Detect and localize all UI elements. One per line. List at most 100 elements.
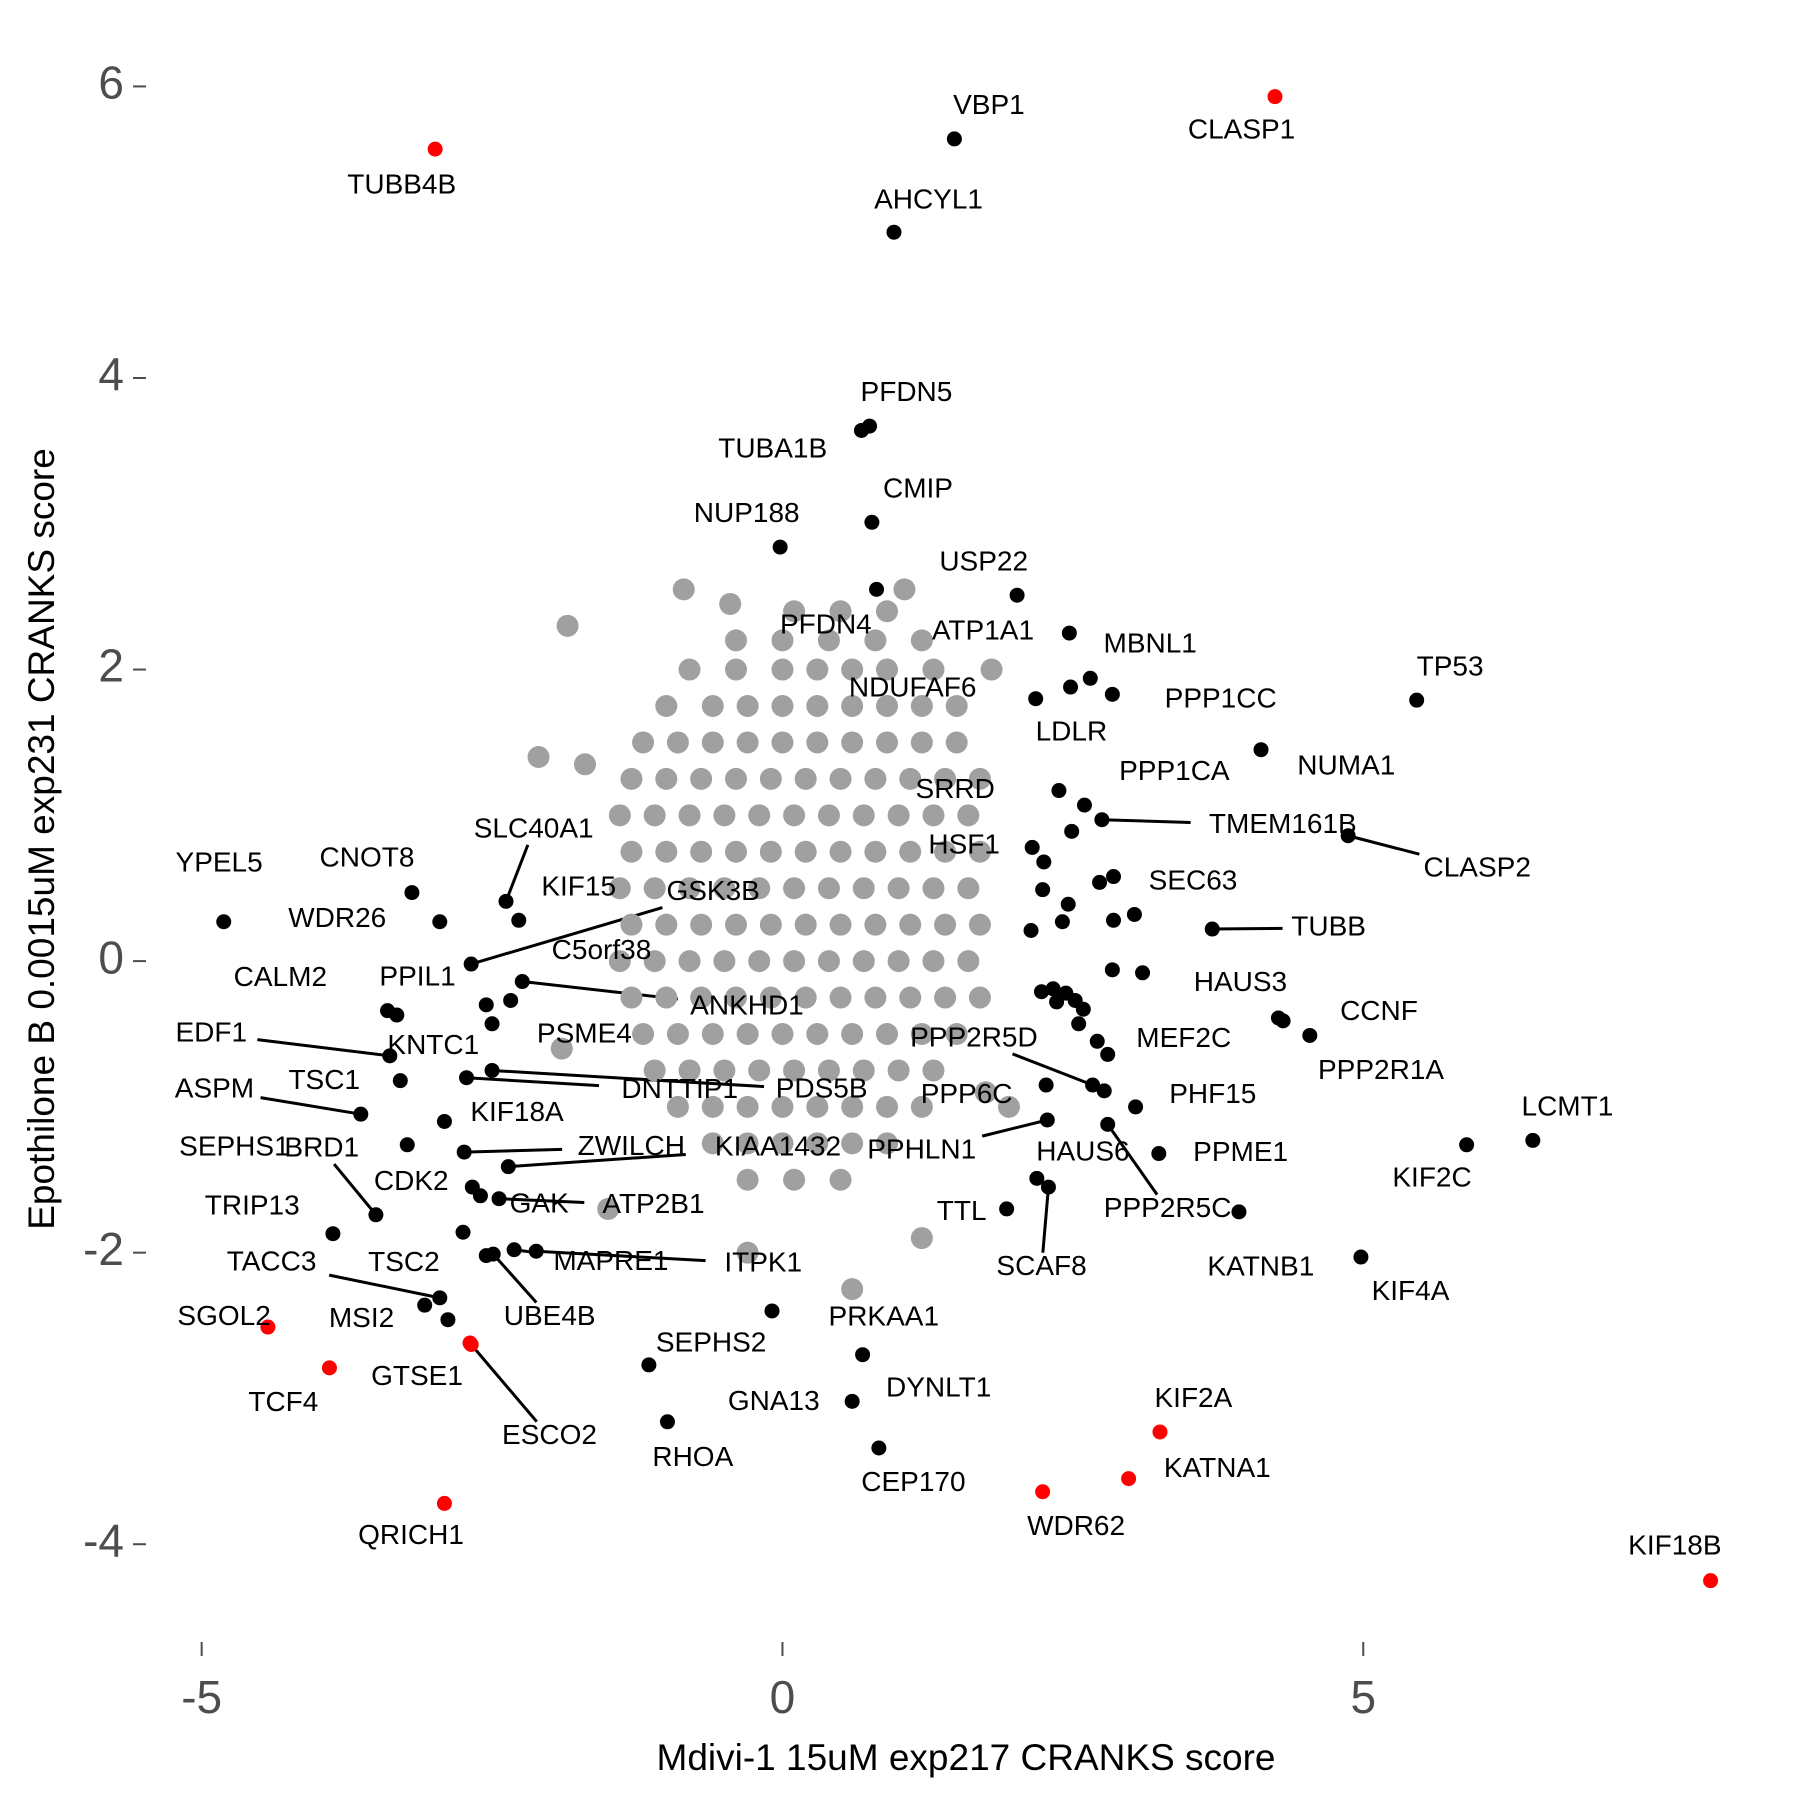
point-label: HAUS3 [1194, 966, 1287, 997]
point [934, 986, 957, 1009]
y-tick-label: -2 [83, 1223, 124, 1275]
point-label: NDUFAF6 [849, 672, 977, 703]
point-label: SGOL2 [177, 1300, 270, 1331]
point [748, 877, 771, 900]
point-label: UBE4B [504, 1300, 596, 1331]
point [325, 1226, 341, 1242]
point [806, 1132, 829, 1155]
point-label: CEP170 [861, 1466, 965, 1497]
leader-line [257, 1038, 391, 1058]
point-label: CCNF [1340, 995, 1418, 1026]
point [597, 1197, 620, 1220]
leader-line [504, 844, 530, 902]
point [690, 913, 713, 936]
point [806, 1095, 829, 1118]
point-label: KIF2A [1154, 1382, 1232, 1413]
point [620, 840, 643, 863]
point-label: BRD1 [284, 1131, 359, 1162]
point [503, 992, 519, 1008]
point [852, 804, 875, 827]
leader-line [1041, 1186, 1050, 1253]
point [550, 1037, 573, 1060]
point [353, 1106, 369, 1122]
point [655, 913, 678, 936]
point [748, 1059, 771, 1082]
point [382, 1048, 398, 1064]
point [772, 539, 788, 555]
point [608, 804, 631, 827]
point-label: PFDN4 [780, 609, 872, 640]
point-label: USP22 [939, 545, 1028, 576]
leader-lines [257, 818, 1420, 1423]
leader-line [464, 1147, 563, 1154]
point [427, 141, 443, 157]
point [887, 804, 910, 827]
point [910, 1022, 933, 1045]
point-label: TCF4 [248, 1386, 318, 1417]
point-label: PPP2R5C [1104, 1192, 1232, 1223]
point [736, 1168, 759, 1191]
point-label: TSC2 [368, 1246, 440, 1277]
point-label: SEPHS2 [656, 1327, 767, 1358]
point [1028, 691, 1044, 707]
point-label: PPP2R5D [910, 1021, 1038, 1052]
point [841, 1095, 864, 1118]
point [841, 1278, 864, 1301]
point-label: TACC3 [227, 1246, 317, 1277]
point [759, 986, 782, 1009]
point [910, 694, 933, 717]
point [713, 1059, 736, 1082]
point [643, 804, 666, 827]
point [672, 578, 695, 601]
point [852, 877, 875, 900]
point [922, 804, 945, 827]
leader-line [498, 1197, 585, 1205]
point [641, 1357, 657, 1373]
leader-line [522, 980, 679, 1001]
point [887, 950, 910, 973]
point [655, 767, 678, 790]
point [957, 877, 980, 900]
point [864, 840, 887, 863]
point [455, 1224, 471, 1240]
point [690, 986, 713, 1009]
point [528, 1243, 544, 1259]
point [934, 913, 957, 936]
point-label: GAK [510, 1187, 569, 1218]
point [1135, 965, 1151, 981]
point [1024, 839, 1040, 855]
point-label: SLC40A1 [474, 812, 594, 843]
point [783, 877, 806, 900]
point [666, 1022, 689, 1045]
point [1035, 882, 1051, 898]
point [1038, 1077, 1054, 1093]
point [1409, 692, 1425, 708]
point [608, 950, 631, 973]
point [713, 877, 736, 900]
point [678, 877, 701, 900]
point [876, 1022, 899, 1045]
point [1051, 783, 1067, 799]
point-label: PPP1CA [1119, 755, 1230, 786]
y-tick-label: 6 [98, 57, 124, 109]
point [794, 986, 817, 1009]
point [484, 1062, 500, 1078]
point [736, 694, 759, 717]
point-label: KATNB1 [1207, 1251, 1314, 1282]
point [922, 950, 945, 973]
point [1100, 1116, 1116, 1132]
point [759, 767, 782, 790]
point-label: TTL [937, 1195, 987, 1226]
point-label: KIF4A [1372, 1275, 1450, 1306]
point [957, 804, 980, 827]
leader-line [508, 1153, 686, 1169]
point [841, 694, 864, 717]
leader-line [328, 1273, 441, 1300]
point [764, 1303, 780, 1319]
point [841, 1132, 864, 1155]
point-label: ITPK1 [724, 1246, 802, 1277]
point [724, 840, 747, 863]
point [1340, 828, 1356, 844]
point [968, 913, 991, 936]
